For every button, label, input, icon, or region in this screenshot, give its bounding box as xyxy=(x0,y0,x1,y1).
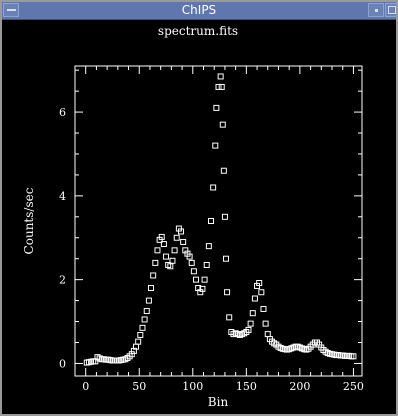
data-point xyxy=(145,297,152,304)
data-points xyxy=(83,73,357,366)
y-tick-label: 4 xyxy=(59,190,66,203)
data-point xyxy=(215,83,222,90)
data-point xyxy=(226,314,233,321)
data-point xyxy=(260,305,267,312)
plot-frame xyxy=(74,65,363,377)
data-point xyxy=(135,338,142,345)
axis-ticks: 0 50 100 150 200 250 0 2 4 6 xyxy=(59,66,364,393)
data-point xyxy=(217,73,224,80)
data-point xyxy=(258,289,265,296)
data-point xyxy=(220,167,227,174)
data-point xyxy=(171,247,178,254)
data-point xyxy=(186,253,193,260)
spectrum-chart: spectrum.fits 0 50 100 150 200 250 0 2 4 6 Bin Co… xyxy=(22,24,364,409)
data-point xyxy=(210,184,217,191)
data-point xyxy=(219,121,226,128)
data-point xyxy=(193,276,200,283)
data-point xyxy=(137,331,144,338)
data-point xyxy=(141,316,148,323)
data-point xyxy=(249,310,256,317)
data-point xyxy=(158,233,165,240)
x-tick-label: 50 xyxy=(132,380,146,393)
y-tick-label: 6 xyxy=(59,106,66,119)
data-point xyxy=(212,142,219,149)
data-point xyxy=(245,326,252,333)
data-point xyxy=(221,213,228,220)
data-point xyxy=(148,285,155,292)
y-tick-label: 0 xyxy=(59,357,66,370)
y-axis-label: Counts/sec xyxy=(22,187,36,254)
data-point xyxy=(163,253,170,260)
data-point xyxy=(350,353,357,360)
data-point xyxy=(199,285,206,292)
data-point xyxy=(178,228,185,235)
data-point xyxy=(222,255,229,262)
data-point xyxy=(203,261,210,268)
data-point xyxy=(150,272,157,279)
data-point xyxy=(180,238,187,245)
data-point xyxy=(205,243,212,250)
data-point xyxy=(264,331,271,338)
data-point xyxy=(201,276,208,283)
data-point xyxy=(154,247,161,254)
data-point xyxy=(169,257,176,264)
x-tick-label: 150 xyxy=(236,380,257,393)
plot-area: spectrum.fits 0 50 100 150 200 250 0 2 4 6 Bin Co… xyxy=(2,20,396,412)
data-point xyxy=(143,308,150,315)
x-axis-label: Bin xyxy=(208,395,229,409)
chart-title: spectrum.fits xyxy=(158,24,238,38)
data-point xyxy=(190,268,197,275)
minimize-icon[interactable] xyxy=(368,3,384,17)
data-point xyxy=(160,241,167,248)
data-point xyxy=(173,234,180,241)
title-bar[interactable]: ChIPS xyxy=(2,2,396,20)
data-point xyxy=(139,324,146,331)
y-tick-label: 2 xyxy=(59,274,66,287)
data-point xyxy=(247,320,254,327)
data-point xyxy=(224,289,231,296)
data-point xyxy=(188,259,195,266)
data-point xyxy=(218,83,225,90)
window-menu-icon[interactable] xyxy=(3,3,19,17)
data-point xyxy=(208,218,215,224)
x-tick-label: 250 xyxy=(343,380,364,393)
x-tick-label: 100 xyxy=(182,380,203,393)
data-point xyxy=(152,259,159,266)
window-title: ChIPS xyxy=(181,3,217,17)
maximize-icon[interactable] xyxy=(385,3,396,17)
data-point xyxy=(256,280,263,286)
data-point xyxy=(213,104,220,111)
data-point xyxy=(251,295,258,302)
data-point xyxy=(262,320,269,327)
x-tick-label: 0 xyxy=(82,380,89,393)
x-tick-label: 200 xyxy=(289,380,310,393)
